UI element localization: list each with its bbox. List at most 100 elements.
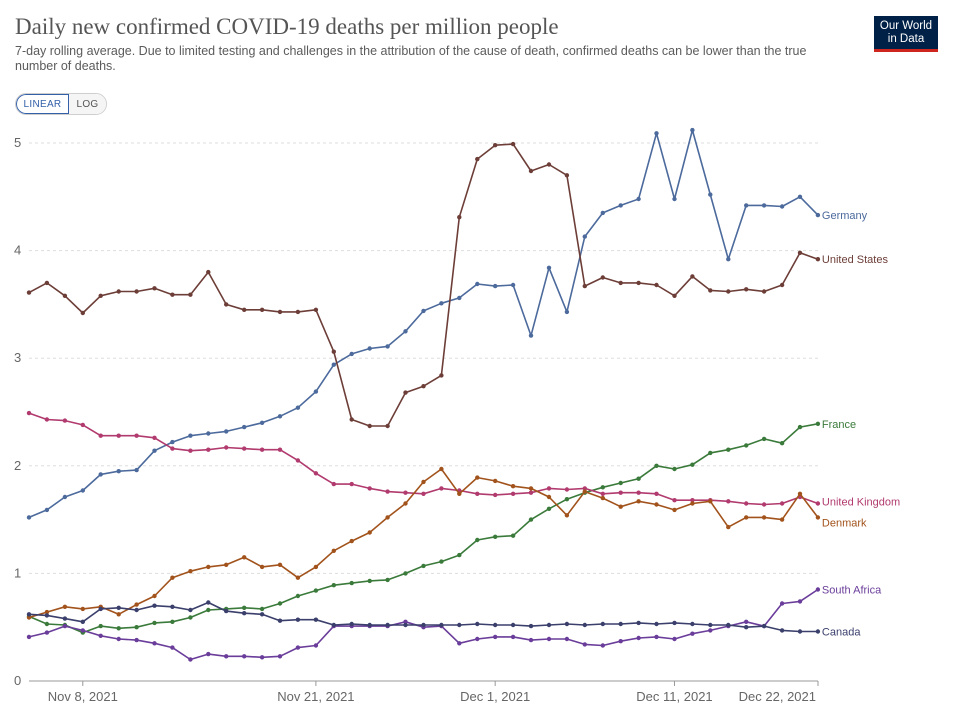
data-point bbox=[206, 431, 211, 436]
data-point bbox=[457, 491, 462, 496]
x-tick-label: Dec 1, 2021 bbox=[460, 689, 530, 704]
data-point bbox=[690, 462, 695, 467]
data-point bbox=[654, 131, 659, 136]
data-point bbox=[761, 515, 767, 520]
data-point bbox=[726, 622, 731, 628]
owid-logo[interactable]: Our World in Data bbox=[874, 16, 938, 52]
data-point bbox=[636, 490, 641, 495]
data-point bbox=[295, 593, 301, 599]
data-point bbox=[206, 269, 211, 275]
data-point bbox=[421, 479, 426, 485]
data-point bbox=[188, 292, 193, 297]
data-point bbox=[313, 588, 319, 593]
data-point bbox=[708, 499, 713, 504]
data-point bbox=[618, 639, 623, 644]
data-point bbox=[62, 494, 68, 500]
data-point bbox=[403, 622, 408, 628]
data-point bbox=[493, 143, 498, 148]
x-tick-label: Dec 11, 2021 bbox=[636, 689, 712, 704]
data-point bbox=[815, 629, 821, 634]
data-point bbox=[546, 506, 552, 511]
linear-scale-button[interactable]: LINEAR bbox=[16, 94, 69, 114]
data-point bbox=[726, 289, 731, 294]
data-point bbox=[528, 486, 534, 491]
data-point bbox=[421, 491, 426, 496]
data-point bbox=[134, 607, 139, 613]
data-point bbox=[708, 450, 713, 456]
data-point bbox=[761, 502, 767, 507]
data-point bbox=[761, 436, 767, 442]
data-point bbox=[349, 351, 354, 357]
data-point bbox=[439, 301, 444, 306]
data-point bbox=[313, 389, 319, 394]
data-point bbox=[815, 501, 821, 506]
data-point bbox=[134, 467, 139, 473]
log-scale-button[interactable]: LOG bbox=[69, 94, 106, 114]
y-tick-label: 1 bbox=[14, 565, 21, 580]
data-point bbox=[331, 481, 336, 487]
data-point bbox=[582, 489, 587, 494]
data-point bbox=[367, 578, 372, 584]
chart-subtitle: 7-day rolling average. Due to limited te… bbox=[15, 44, 807, 73]
data-point bbox=[295, 617, 301, 622]
data-point bbox=[224, 429, 229, 434]
data-point bbox=[385, 423, 390, 429]
data-point bbox=[546, 636, 552, 642]
data-point bbox=[62, 623, 68, 629]
data-point bbox=[62, 293, 68, 298]
data-point bbox=[80, 619, 86, 624]
data-point bbox=[475, 281, 480, 287]
data-point bbox=[80, 628, 86, 633]
data-point bbox=[44, 417, 50, 422]
data-point bbox=[313, 307, 319, 312]
data-point bbox=[510, 491, 516, 496]
data-point bbox=[618, 280, 623, 286]
data-point bbox=[654, 621, 659, 627]
data-point bbox=[493, 622, 498, 628]
data-point bbox=[188, 615, 193, 620]
data-point bbox=[26, 290, 32, 295]
y-tick-label: 4 bbox=[14, 243, 21, 258]
data-point bbox=[277, 618, 283, 623]
data-point bbox=[134, 625, 139, 630]
data-point bbox=[152, 603, 157, 608]
data-point bbox=[295, 309, 301, 315]
data-point bbox=[690, 631, 695, 636]
data-point bbox=[242, 307, 247, 312]
data-point bbox=[403, 619, 408, 624]
data-point bbox=[242, 424, 247, 430]
data-point bbox=[259, 606, 265, 612]
data-point bbox=[295, 405, 301, 410]
data-point bbox=[744, 287, 749, 292]
series-label: United Kingdom bbox=[822, 496, 900, 508]
data-point bbox=[44, 613, 50, 618]
data-point bbox=[636, 635, 641, 641]
data-point bbox=[600, 210, 605, 216]
data-point bbox=[672, 466, 677, 472]
data-point bbox=[600, 495, 605, 501]
data-point bbox=[493, 478, 498, 484]
data-point bbox=[600, 643, 605, 648]
data-point bbox=[170, 645, 175, 650]
data-point bbox=[564, 513, 570, 518]
data-point bbox=[690, 621, 695, 627]
data-point bbox=[242, 555, 247, 560]
data-point bbox=[331, 583, 336, 588]
data-point bbox=[618, 621, 623, 627]
data-point bbox=[26, 515, 32, 520]
data-point bbox=[761, 623, 767, 629]
data-point bbox=[421, 384, 426, 389]
data-point bbox=[744, 625, 749, 630]
data-point bbox=[779, 204, 785, 209]
data-point bbox=[708, 192, 713, 197]
data-point bbox=[546, 265, 552, 270]
data-point bbox=[26, 612, 32, 617]
data-point bbox=[672, 196, 677, 202]
data-point bbox=[62, 418, 68, 423]
data-point bbox=[277, 447, 283, 452]
data-point bbox=[242, 605, 247, 610]
data-point bbox=[475, 156, 480, 162]
data-point bbox=[224, 302, 229, 307]
data-point bbox=[779, 517, 785, 522]
data-point bbox=[797, 491, 803, 496]
